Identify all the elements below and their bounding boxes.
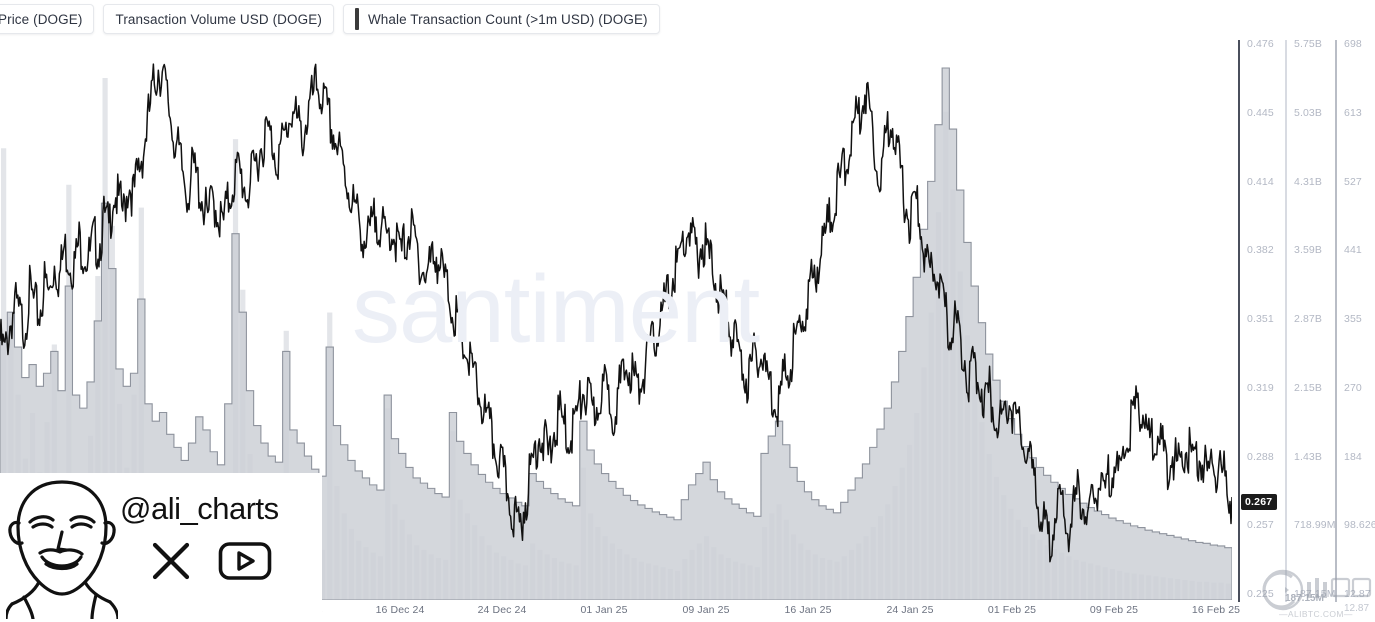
youtube-logo-icon — [218, 541, 272, 586]
brand-handle: @ali_charts — [120, 491, 279, 526]
whale-step-area — [0, 67, 1232, 600]
whale-axis-tick: 698 — [1344, 38, 1362, 50]
whale-axis-tick: 184 — [1344, 450, 1362, 463]
whale-axis-tick: 527 — [1344, 175, 1362, 188]
whale-axis-tick: 98.626 — [1344, 519, 1375, 532]
x-axis-tick: 01 Jan 25 — [580, 604, 628, 616]
price-axis-tick: 0.414 — [1247, 175, 1274, 188]
price-axis-tick: 0.319 — [1247, 381, 1274, 394]
santiment-watermark: santiment — [352, 256, 760, 363]
legend-tab-label: Whale Transaction Count (>1m USD) (DOGE) — [367, 11, 648, 27]
whale-axis-min-label: 12.87 — [1344, 603, 1370, 614]
x-axis-tick: 09 Jan 25 — [682, 604, 730, 616]
right-axes-group: 0.476 0.445 0.414 0.382 0.351 0.319 0.288 0.257… — [1232, 38, 1375, 622]
x-axis-tick: 24 Dec 24 — [477, 604, 527, 616]
whale-axis-line — [1335, 40, 1337, 602]
volume-axis-tick: 4.31B — [1294, 175, 1322, 188]
branding-overlay: @ali_charts — [0, 473, 322, 622]
x-axis-tick: 16 Jan 25 — [784, 604, 832, 616]
legend-tab-label: Price (DOGE) — [0, 11, 83, 27]
volume-axis-tick: 2.15B — [1294, 381, 1322, 394]
legend-swatch-icon — [354, 8, 359, 30]
price-line-series — [0, 63, 1232, 563]
x-axis-tick: 01 Feb 25 — [987, 604, 1037, 616]
price-axis-tick: 0.445 — [1247, 106, 1274, 119]
volume-axis-tick: 1.43B — [1294, 450, 1322, 463]
whale-axis-tick: 613 — [1344, 106, 1362, 119]
price-axis-tick: 0.476 — [1247, 38, 1274, 50]
volume-axis-tick: 5.75B — [1294, 38, 1322, 50]
volume-axis-line — [1285, 40, 1287, 602]
whale-axis-tick: 441 — [1344, 244, 1362, 257]
legend-tab-label: Transaction Volume USD (DOGE) — [115, 11, 322, 27]
x-axis-tick: 09 Feb 25 — [1089, 604, 1139, 616]
site-watermark-text: —ALIBTC.COM— — [1279, 609, 1353, 619]
brand-social-icons — [150, 541, 272, 586]
price-axis-tick: 0.257 — [1247, 519, 1274, 532]
volume-axis-tick: 718.99M — [1294, 519, 1336, 532]
whale-axis-tick: 270 — [1344, 381, 1362, 394]
price-axis-tick: 0.351 — [1247, 313, 1274, 325]
chart-legend: Price (DOGE) Transaction Volume USD (DOGE… — [0, 3, 660, 35]
site-watermark: —ALIBTC.COM— — [1261, 568, 1373, 620]
price-line — [0, 63, 1232, 563]
price-axis-tick: 0.288 — [1247, 450, 1274, 463]
price-axis-tick: 0.382 — [1247, 244, 1274, 257]
current-price-badge: 0.267 — [1241, 493, 1278, 510]
legend-tab-2[interactable]: Whale Transaction Count (>1m USD) (DOGE) — [342, 4, 660, 34]
volume-axis-tick: 5.03B — [1294, 106, 1322, 119]
whale-count-area-series — [0, 67, 1232, 600]
volume-axis-min-label: 187.15M — [1285, 593, 1324, 604]
legend-tab-1[interactable]: Transaction Volume USD (DOGE) — [103, 4, 334, 34]
cartoon-face-icon — [4, 477, 120, 622]
x-axis-tick: 24 Jan 25 — [886, 604, 934, 616]
legend-tab-0[interactable]: Price (DOGE) — [0, 4, 95, 34]
x-axis-tick: 16 Feb 25 — [1191, 604, 1241, 616]
volume-axis-tick: 3.59B — [1294, 244, 1322, 257]
volume-axis-tick: 2.87B — [1294, 313, 1322, 325]
x-axis-tick: 16 Dec 24 — [375, 604, 425, 616]
price-axis-line — [1238, 40, 1240, 602]
x-logo-icon — [150, 541, 192, 586]
whale-axis-tick: 355 — [1344, 313, 1362, 325]
